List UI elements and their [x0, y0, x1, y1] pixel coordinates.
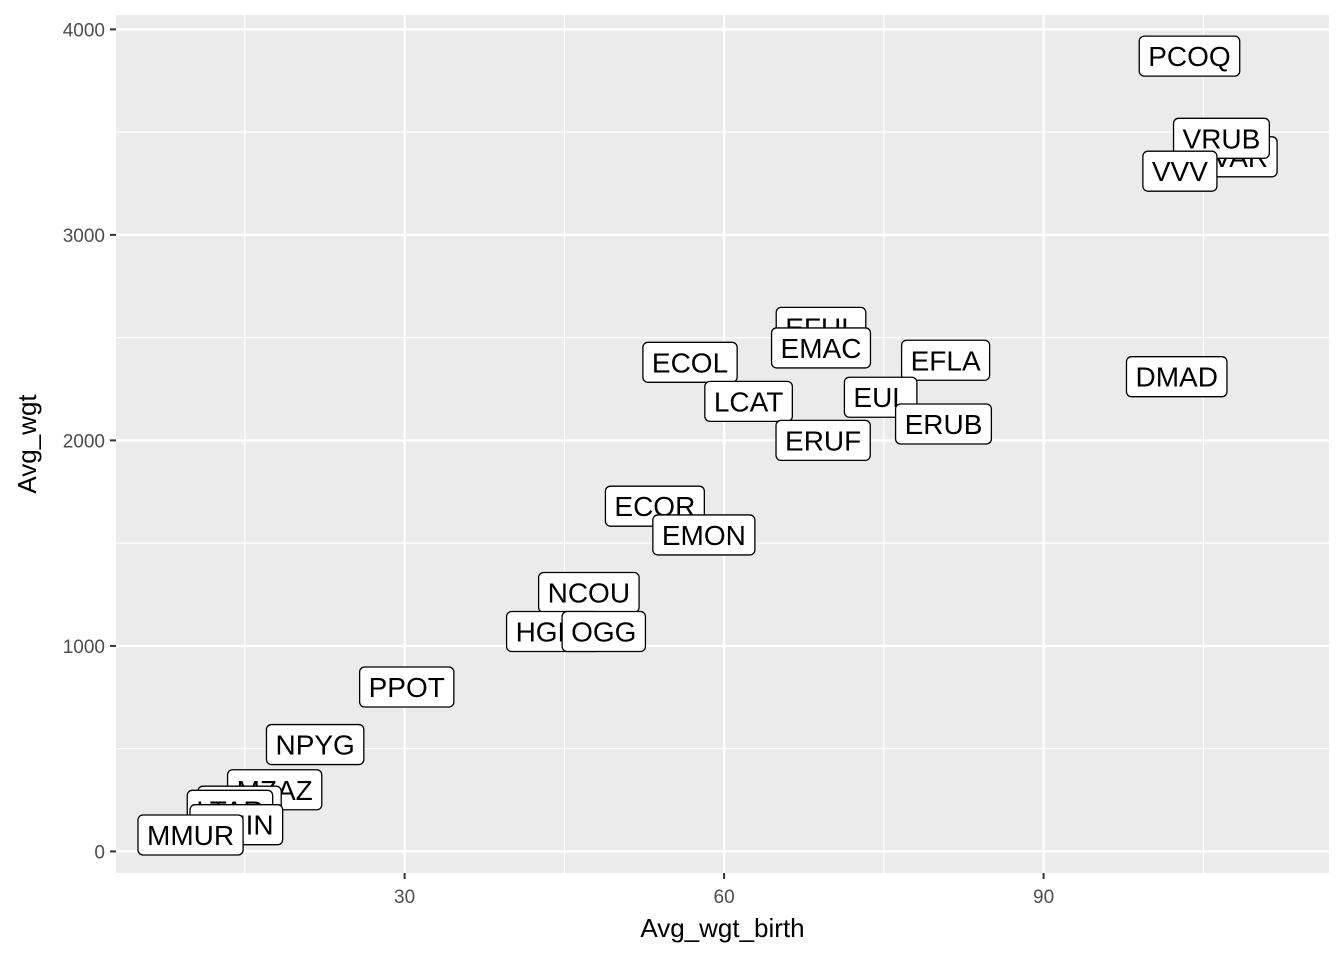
point-label-box — [1142, 150, 1218, 192]
point-label: OGG — [561, 610, 647, 653]
point-label-text: NCOU — [548, 577, 630, 608]
y-axis-title: Avg_wgt — [12, 394, 42, 494]
point-label-box — [775, 419, 871, 462]
y-tick-label: 1000 — [63, 637, 105, 658]
point-label-box — [358, 666, 455, 708]
x-axis: 30 60 90 — [394, 873, 1054, 908]
point-label: PPOT — [358, 666, 455, 708]
point-label-box — [900, 339, 991, 381]
point-label: NPYG — [265, 723, 365, 766]
point-label: NCOU — [537, 571, 640, 614]
y-tick-label: 2000 — [63, 431, 105, 452]
point-label-text: ECOL — [652, 347, 728, 378]
point-label-box — [137, 814, 244, 856]
point-label-text: DMAD — [1135, 362, 1217, 393]
point-label: VRUB — [1172, 117, 1270, 159]
point-label-text: VVV — [1152, 156, 1208, 187]
x-axis-title: Avg_wgt_birth — [640, 913, 804, 943]
point-label-text: EFLA — [911, 345, 981, 376]
point-label-box — [642, 341, 738, 383]
y-tick-label: 4000 — [63, 20, 105, 41]
point-label-text: PPOT — [369, 672, 445, 703]
point-label-box — [704, 380, 793, 423]
x-tick-label: 30 — [394, 887, 415, 908]
point-label: ERUB — [894, 403, 993, 445]
point-label-box — [894, 403, 993, 445]
point-label: EMON — [652, 514, 756, 556]
point-label-text: MMUR — [147, 820, 234, 851]
major-gridlines — [116, 15, 1329, 873]
point-label: ECOL — [642, 341, 738, 383]
point-label-box — [652, 514, 756, 556]
point-label-box — [1138, 35, 1241, 77]
y-tick-label: 0 — [94, 842, 105, 863]
point-label-text: ERUB — [905, 409, 983, 440]
point-label: VVV — [1142, 150, 1218, 192]
point-label-box — [770, 327, 872, 369]
point-label-text: ERUF — [785, 425, 861, 456]
point-label-box — [265, 723, 365, 766]
point-label: MMUR — [137, 814, 244, 856]
point-label: EFLA — [900, 339, 991, 381]
y-tick-label: 3000 — [63, 226, 105, 247]
point-label: DMAD — [1125, 356, 1228, 398]
x-tick-label: 90 — [1033, 887, 1054, 908]
point-label-text: VRUB — [1183, 123, 1261, 154]
point-label-text: EMON — [662, 520, 746, 551]
point-label-text: EMAC — [781, 333, 862, 364]
y-axis: 0 1000 2000 3000 4000 — [63, 20, 116, 863]
x-tick-label: 60 — [714, 887, 735, 908]
point-label-box — [1125, 356, 1228, 398]
point-label-text: PCOQ — [1148, 41, 1230, 72]
point-label-text: OGG — [571, 617, 636, 648]
point-label: LCAT — [704, 380, 793, 423]
point-label-box — [561, 610, 647, 653]
data-labels: PCOQVVARVRUBVVVDMADEFULEMACEFLAECOLLCATE… — [137, 35, 1278, 856]
point-label: PCOQ — [1138, 35, 1241, 77]
point-label-box — [1172, 117, 1270, 159]
point-label-text: LCAT — [714, 386, 784, 417]
point-label: EMAC — [770, 327, 872, 369]
point-label-text: NPYG — [275, 730, 354, 761]
point-label: ERUF — [775, 419, 871, 462]
